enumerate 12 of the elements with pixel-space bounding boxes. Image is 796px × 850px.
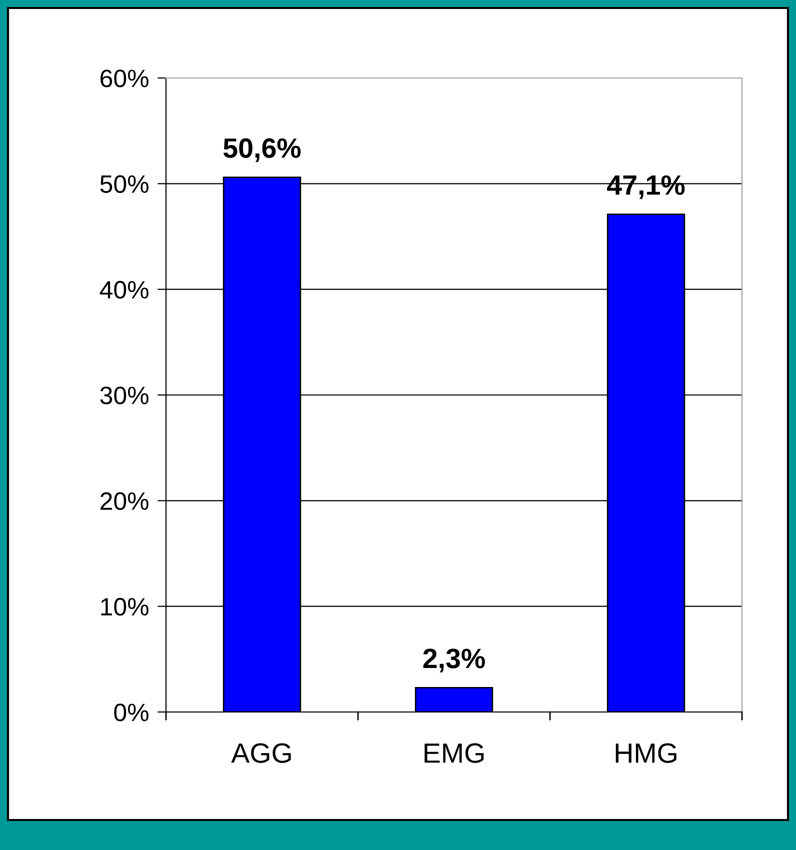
x-tick-label: EMG — [424, 743, 484, 763]
x-tick-label: HMG — [616, 743, 676, 763]
y-tick-label: 20% — [100, 492, 148, 510]
y-tick-label: 30% — [100, 386, 148, 404]
data-label: 50,6% — [223, 138, 301, 162]
y-tick-label: 50% — [100, 175, 148, 193]
y-tick-label: 0% — [114, 704, 148, 722]
y-tick-label: 10% — [101, 598, 148, 616]
x-tick-label: AGG — [231, 743, 291, 763]
data-label: 2,3% — [423, 648, 485, 672]
y-tick-label: 60% — [100, 70, 148, 88]
y-tick-label: 40% — [100, 280, 148, 299]
